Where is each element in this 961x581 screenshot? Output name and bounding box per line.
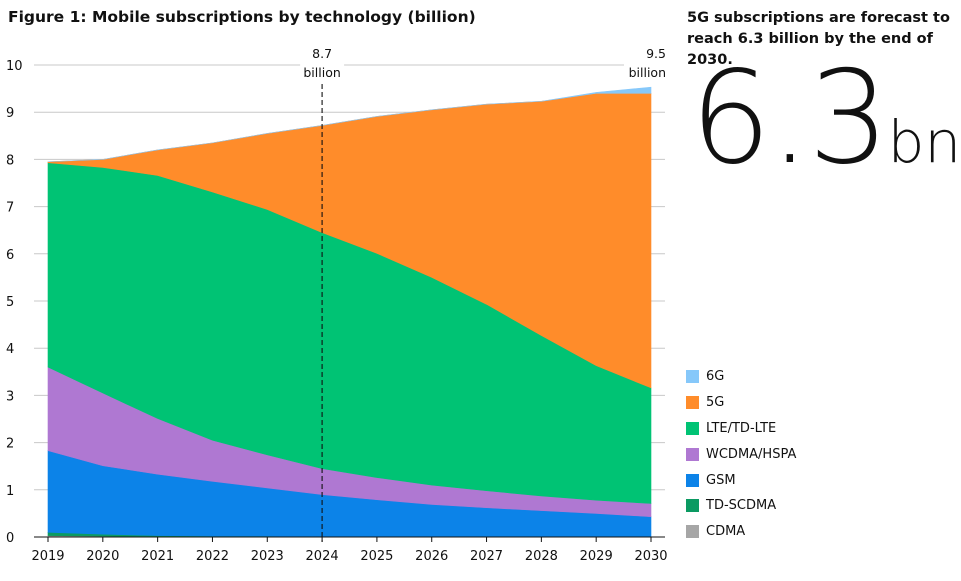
y-tick-label: 10 (6, 59, 23, 74)
annotation-bg (624, 44, 668, 82)
legend-item-wcdma-hspa: WCDMA/HSPA (686, 441, 796, 467)
legend-item-lte-td-lte: LTE/TD-LTE (686, 416, 796, 442)
legend-swatch (686, 421, 699, 435)
legend-swatch (686, 499, 699, 513)
y-tick-label: 1 (6, 484, 14, 499)
area-6g (47, 86, 652, 163)
axes: 0 1 2 3 4 5 6 7 8 9 10 2019 2020 2021 2022 2023 2024 2025… (6, 59, 668, 564)
y-tick-label: 6 (6, 248, 14, 263)
x-tick-label: 2022 (196, 549, 229, 564)
x-tick-label: 2027 (470, 549, 503, 564)
legend-swatch (686, 370, 699, 384)
x-tick-label: 2023 (251, 549, 284, 564)
legend: 6G 5G LTE/TD-LTE WCDMA/HSPA GSM TD-SCDMA CDMA (686, 364, 796, 545)
annotation-value: 9.5 (646, 46, 666, 61)
legend-swatch (686, 396, 699, 410)
x-tick-label: 2019 (31, 549, 64, 564)
annotation-value: 8.7 (312, 46, 332, 61)
y-tick-label: 2 (6, 437, 14, 452)
big-number-value: 6.3 (690, 44, 890, 193)
x-tick-label: 2020 (86, 549, 119, 564)
legend-swatch (686, 473, 699, 487)
legend-label: 5G (706, 395, 725, 411)
legend-item-td-scdma: TD-SCDMA (686, 493, 796, 519)
legend-swatch (686, 447, 699, 461)
legend-label: CDMA (706, 524, 746, 540)
y-tick-label: 7 (6, 201, 14, 216)
legend-label: WCDMA/HSPA (706, 446, 797, 462)
big-number-unit: bn (887, 108, 961, 176)
x-tick-label: 2024 (306, 549, 339, 564)
y-tick-label: 4 (6, 342, 14, 357)
legend-label: TD-SCDMA (706, 498, 777, 514)
chart-title: Figure 1: Mobile subscriptions by techno… (8, 8, 476, 26)
legend-label: GSM (706, 472, 736, 488)
x-tick-label: 2028 (525, 549, 558, 564)
annotations: 8.7 billion 9.5 billion (300, 44, 668, 542)
legend-label: LTE/TD-LTE (706, 420, 777, 436)
y-tick-label: 9 (6, 106, 14, 121)
x-tick-label: 2021 (141, 549, 174, 564)
annotation-unit: billion (303, 65, 340, 80)
x-tick-label: 2030 (634, 549, 667, 564)
side-headline: 5G subscriptions are forecast to reach 6… (687, 10, 950, 68)
big-number: 6.3bn (690, 55, 961, 183)
legend-item-6g: 6G (686, 364, 796, 390)
y-tick-label: 8 (6, 153, 14, 168)
x-tick-label: 2026 (415, 549, 448, 564)
y-tick-label: 3 (6, 389, 14, 404)
annotation-bg (300, 44, 345, 82)
x-tick-label: 2025 (360, 549, 393, 564)
legend-label: 6G (706, 369, 725, 385)
series-areas (47, 86, 652, 538)
legend-swatch (686, 525, 699, 539)
annotation-unit: billion (629, 65, 666, 80)
legend-item-cdma: CDMA (686, 519, 796, 545)
legend-item-gsm: GSM (686, 467, 796, 493)
legend-item-5g: 5G (686, 390, 796, 416)
y-tick-label: 0 (6, 531, 14, 546)
x-tick-label: 2029 (580, 549, 613, 564)
y-tick-label: 5 (6, 295, 14, 310)
